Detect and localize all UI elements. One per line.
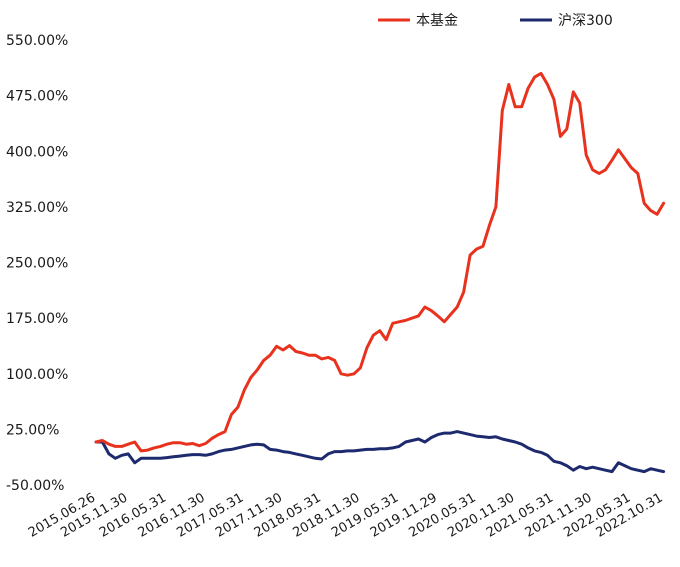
x-axis: 2015.06.262015.11.302016.05.312016.11.30… bbox=[26, 490, 666, 540]
y-tick-label: 250.00% bbox=[6, 256, 68, 272]
y-tick-label: 475.00% bbox=[6, 89, 68, 105]
legend: 本基金 沪深300 bbox=[378, 12, 613, 29]
y-tick-label: 325.00% bbox=[6, 200, 68, 216]
y-tick-label: 400.00% bbox=[6, 144, 68, 160]
series-layer bbox=[94, 71, 666, 474]
series-line-fund bbox=[94, 71, 666, 453]
legend-label-fund: 本基金 bbox=[416, 12, 458, 29]
series-line-csi300 bbox=[94, 430, 666, 474]
y-tick-label: 100.00% bbox=[6, 367, 68, 383]
y-tick-label: -50.00% bbox=[6, 478, 64, 494]
y-tick-label: 550.00% bbox=[6, 33, 68, 49]
y-tick-label: 25.00% bbox=[6, 422, 59, 438]
y-tick-label: 175.00% bbox=[6, 311, 68, 327]
y-axis: 550.00% 475.00% 400.00% 325.00% 250.00% 175.0… bbox=[6, 33, 68, 494]
legend-label-csi300: 沪深300 bbox=[558, 13, 613, 29]
